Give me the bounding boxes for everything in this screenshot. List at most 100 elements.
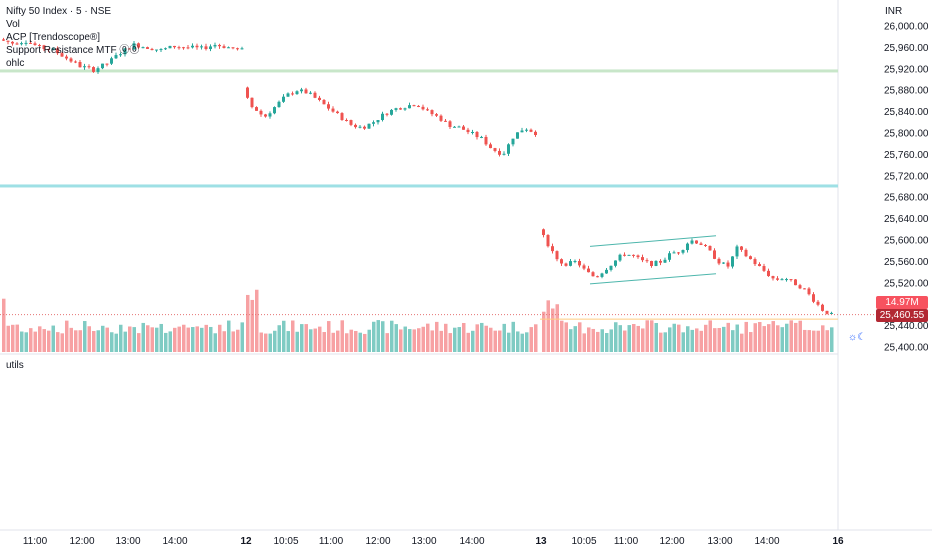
- x-tick-label: 13:00: [707, 536, 732, 547]
- candle-body: [600, 273, 604, 277]
- volume-bar: [564, 322, 568, 352]
- volume-bar: [318, 326, 322, 352]
- candle-body: [218, 44, 221, 47]
- volume-bar: [286, 331, 290, 352]
- volume-bar: [322, 332, 326, 352]
- volume-bar: [502, 323, 506, 352]
- volume-bar: [816, 330, 820, 352]
- volume-bar: [291, 320, 295, 352]
- candle-body: [444, 120, 447, 122]
- candle-body: [101, 63, 104, 69]
- volume-bar: [462, 322, 466, 352]
- volume-bar: [749, 332, 753, 352]
- x-tick-label: 10:05: [273, 536, 298, 547]
- last-price-badge: 25,460.55: [876, 309, 928, 322]
- volume-bar: [186, 327, 190, 352]
- volume-bar: [123, 331, 127, 352]
- volume-bar: [376, 320, 380, 352]
- volume-bar: [56, 332, 60, 352]
- candle-body: [394, 108, 398, 110]
- candle-body: [551, 246, 554, 252]
- indicator-vol[interactable]: Vol: [6, 19, 20, 30]
- candle-body: [246, 87, 249, 98]
- volume-bar: [155, 327, 159, 352]
- volume-bar: [65, 320, 69, 352]
- volume-bar: [690, 329, 694, 352]
- candle-body: [403, 108, 407, 110]
- utils-pane-label[interactable]: utils: [6, 360, 24, 371]
- candle-body: [65, 56, 68, 59]
- volume-bar: [327, 321, 331, 352]
- volume-bar: [677, 324, 681, 352]
- candle-body: [713, 250, 716, 259]
- channel-upper: [589, 235, 717, 247]
- volume-bar: [780, 327, 784, 352]
- candle-body: [2, 39, 5, 41]
- volume-bar: [798, 320, 802, 352]
- candle-body: [38, 45, 41, 47]
- symbol-title[interactable]: Nifty 50 Index · 5 · NSE: [6, 6, 112, 17]
- volume-bar: [821, 325, 825, 352]
- volume-bar: [309, 329, 313, 352]
- volume-bar: [218, 324, 222, 352]
- volume-bar: [141, 322, 145, 352]
- volume-bar: [426, 323, 430, 352]
- volume-bar: [659, 332, 663, 352]
- candle-body: [264, 114, 267, 117]
- volume-bar: [762, 326, 766, 352]
- volume-bar: [385, 333, 389, 352]
- candle-body: [105, 63, 109, 65]
- volume-bar: [83, 321, 87, 352]
- y-tick-label: 25,840.00: [884, 107, 929, 118]
- candle-body: [92, 67, 95, 72]
- candle-body: [74, 61, 77, 63]
- candle-body: [546, 235, 550, 247]
- candle-body: [282, 96, 285, 102]
- volume-bar: [358, 332, 362, 352]
- volume-bar: [29, 328, 33, 352]
- indicator-acp[interactable]: ACP [Trendoscope®]: [6, 32, 101, 43]
- candle-body: [448, 121, 452, 127]
- indicator-support-resistance[interactable]: Support Resistance MTF ⓪⓪: [6, 45, 140, 56]
- candle-body: [798, 285, 802, 289]
- candle-body: [627, 254, 631, 256]
- volume-bar: [60, 333, 64, 352]
- x-tick-label: 14:00: [162, 536, 187, 547]
- y-tick-label: 25,960.00: [884, 43, 929, 54]
- candle-body: [735, 246, 739, 257]
- candle-body: [821, 304, 824, 311]
- candle-body: [227, 47, 230, 49]
- support-level: [0, 184, 838, 188]
- volume-bar: [408, 329, 412, 352]
- indicator-ohlc[interactable]: ohlc: [6, 58, 25, 69]
- volume-bar: [403, 326, 407, 352]
- candle-body: [740, 246, 743, 250]
- candle-body: [794, 279, 797, 286]
- volume-bar: [363, 333, 367, 352]
- volume-bar: [767, 324, 771, 352]
- volume-bar: [475, 324, 479, 352]
- volume-bar: [735, 324, 739, 352]
- candle-body: [240, 48, 244, 50]
- volume-bar: [623, 330, 627, 352]
- candle-body: [439, 115, 443, 121]
- sun-moon-icon[interactable]: ☼☾: [848, 332, 867, 343]
- volume-bar: [11, 324, 15, 352]
- candle-body: [195, 45, 199, 48]
- candle-body: [141, 47, 145, 49]
- volume-bar: [600, 329, 604, 352]
- candle-body: [753, 259, 757, 265]
- volume-bar: [609, 329, 613, 352]
- volume-bar: [173, 327, 177, 352]
- candle-body: [605, 269, 608, 274]
- currency-label[interactable]: INR: [885, 6, 903, 17]
- volume-bar: [785, 323, 789, 352]
- candle-body: [525, 129, 528, 131]
- volume-bar: [295, 331, 299, 352]
- candle-body: [110, 58, 113, 64]
- candle-body: [471, 131, 474, 133]
- volume-bar: [6, 325, 10, 352]
- candle-body: [60, 53, 64, 57]
- candle-body: [771, 276, 775, 279]
